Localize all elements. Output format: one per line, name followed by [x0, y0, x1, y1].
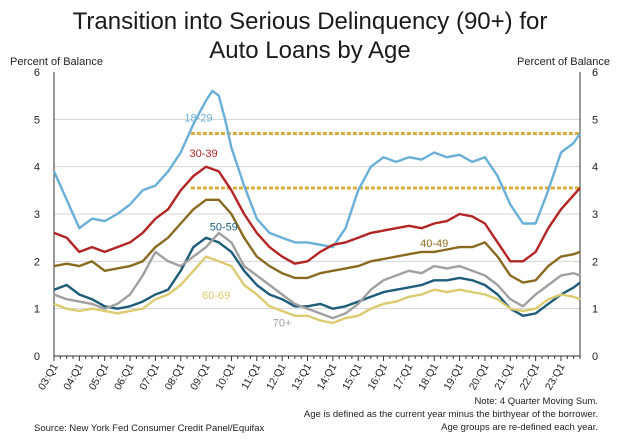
x-tick-label: 13:Q1 — [289, 361, 314, 392]
series-label-70plus: 70+ — [273, 318, 292, 330]
x-tick-label: 03:Q1 — [36, 361, 61, 392]
y-tick-label-left: 5 — [34, 114, 40, 126]
series-label-30-39: 30-39 — [189, 148, 217, 160]
series-line-60-69 — [53, 255, 581, 325]
y-tick-label-left: 0 — [34, 351, 40, 363]
x-tick-label: 20:Q1 — [467, 361, 492, 392]
y-tick-label-right: 0 — [592, 351, 598, 363]
series-label-40-49: 40-49 — [420, 238, 448, 250]
x-tick-label: 09:Q1 — [188, 361, 213, 392]
series-label-18-29: 18-29 — [184, 113, 212, 125]
series-line-40-49 — [53, 198, 581, 284]
x-tick-label: 23:Q1 — [543, 361, 568, 392]
x-tick-label: 17:Q1 — [391, 361, 416, 392]
series-label-60-69: 60-69 — [202, 290, 230, 302]
y-tick-label-right: 5 — [592, 114, 598, 126]
x-tick-label: 07:Q1 — [137, 361, 162, 392]
series-line-50-59 — [53, 236, 581, 317]
x-tick-label: 08:Q1 — [163, 361, 188, 392]
x-tick-label: 05:Q1 — [87, 361, 112, 392]
x-tick-label: 15:Q1 — [340, 361, 365, 392]
series-line-70plus — [53, 231, 581, 320]
y-tick-label-left: 6 — [34, 67, 40, 79]
series-line-30-39 — [53, 165, 581, 265]
y-tick-label-right: 2 — [592, 256, 598, 268]
x-tick-label: 06:Q1 — [112, 361, 137, 392]
x-tick-label: 14:Q1 — [315, 361, 340, 392]
x-tick-label: 11:Q1 — [239, 361, 263, 391]
x-tick-label: 22:Q1 — [518, 361, 543, 392]
y-tick-label-left: 2 — [34, 256, 40, 268]
note-moving-sum: Note: 4 Quarter Moving Sum. — [474, 396, 598, 407]
series-line-18-29 — [52, 89, 582, 249]
y-tick-label-right: 4 — [592, 162, 598, 174]
x-tick-label: 10:Q1 — [213, 361, 238, 392]
y-tick-label-left: 4 — [34, 162, 40, 174]
y-axis-label-right: Percent of Balance — [517, 56, 610, 68]
chart-title-line2: Auto Loans by Age — [209, 37, 411, 64]
x-tick-label: 16:Q1 — [365, 361, 390, 392]
x-tick-label: 21:Q1 — [492, 361, 517, 392]
x-tick-label: 19:Q1 — [441, 361, 466, 392]
series-label-50-59: 50-59 — [210, 222, 238, 234]
y-axis-label-left: Percent of Balance — [10, 56, 103, 68]
y-tick-label-right: 6 — [592, 67, 598, 79]
chart-title: Transition into Serious Delinquency (90+… — [72, 8, 548, 35]
y-tick-label-right: 3 — [592, 209, 598, 221]
x-tick-label: 04:Q1 — [61, 361, 86, 392]
note-age-groups: Age groups are re-defined each year. — [441, 422, 598, 433]
source-note: Source: New York Fed Consumer Credit Pan… — [34, 423, 265, 434]
y-tick-label-left: 1 — [34, 304, 40, 316]
y-tick-label-left: 3 — [34, 209, 40, 221]
x-tick-label: 18:Q1 — [416, 361, 441, 392]
note-age-definition: Age is defined as the current year minus… — [303, 409, 598, 420]
y-tick-label-right: 1 — [592, 304, 598, 316]
x-tick-label: 12:Q1 — [264, 361, 289, 392]
